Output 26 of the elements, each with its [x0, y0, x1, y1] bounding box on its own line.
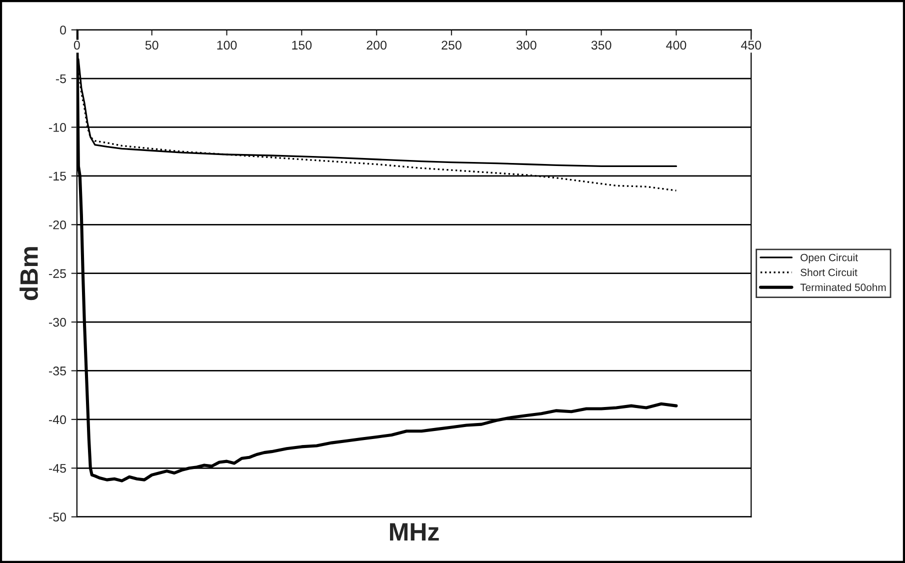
- y-tick-label: -35: [49, 366, 66, 376]
- x-tick-label: 50: [145, 40, 158, 50]
- y-tick-label: -45: [49, 464, 66, 473]
- legend-label: Open Circuit: [800, 254, 858, 264]
- x-tick-label: 350: [591, 40, 612, 50]
- x-tick-label: 300: [516, 40, 536, 50]
- x-tick-label: 400: [666, 40, 686, 50]
- y-tick-label: -25: [49, 269, 66, 278]
- y-tick-label: -15: [49, 172, 66, 181]
- x-axis-title: MHz: [390, 523, 439, 541]
- legend-label: Terminated 50ohm: [800, 283, 886, 292]
- y-tick-label: -10: [49, 123, 66, 132]
- x-tick-label: 250: [442, 40, 462, 50]
- y-tick-label: -5: [56, 74, 66, 84]
- x-tick-label: 150: [292, 40, 312, 50]
- y-axis-title: dBm: [20, 247, 38, 300]
- y-tick-label: -40: [49, 415, 66, 424]
- x-tick-label: 0: [74, 40, 80, 50]
- legend-label: Short Circuit: [800, 268, 858, 276]
- x-tick-label: 450: [741, 40, 762, 50]
- x-tick-label: 100: [217, 40, 237, 50]
- y-tick-label: -20: [49, 220, 66, 230]
- y-tick-label: -50: [49, 512, 66, 522]
- y-tick-label: 0: [60, 26, 66, 34]
- x-tick-label: 200: [366, 40, 387, 50]
- y-tick-label: -30: [49, 318, 66, 327]
